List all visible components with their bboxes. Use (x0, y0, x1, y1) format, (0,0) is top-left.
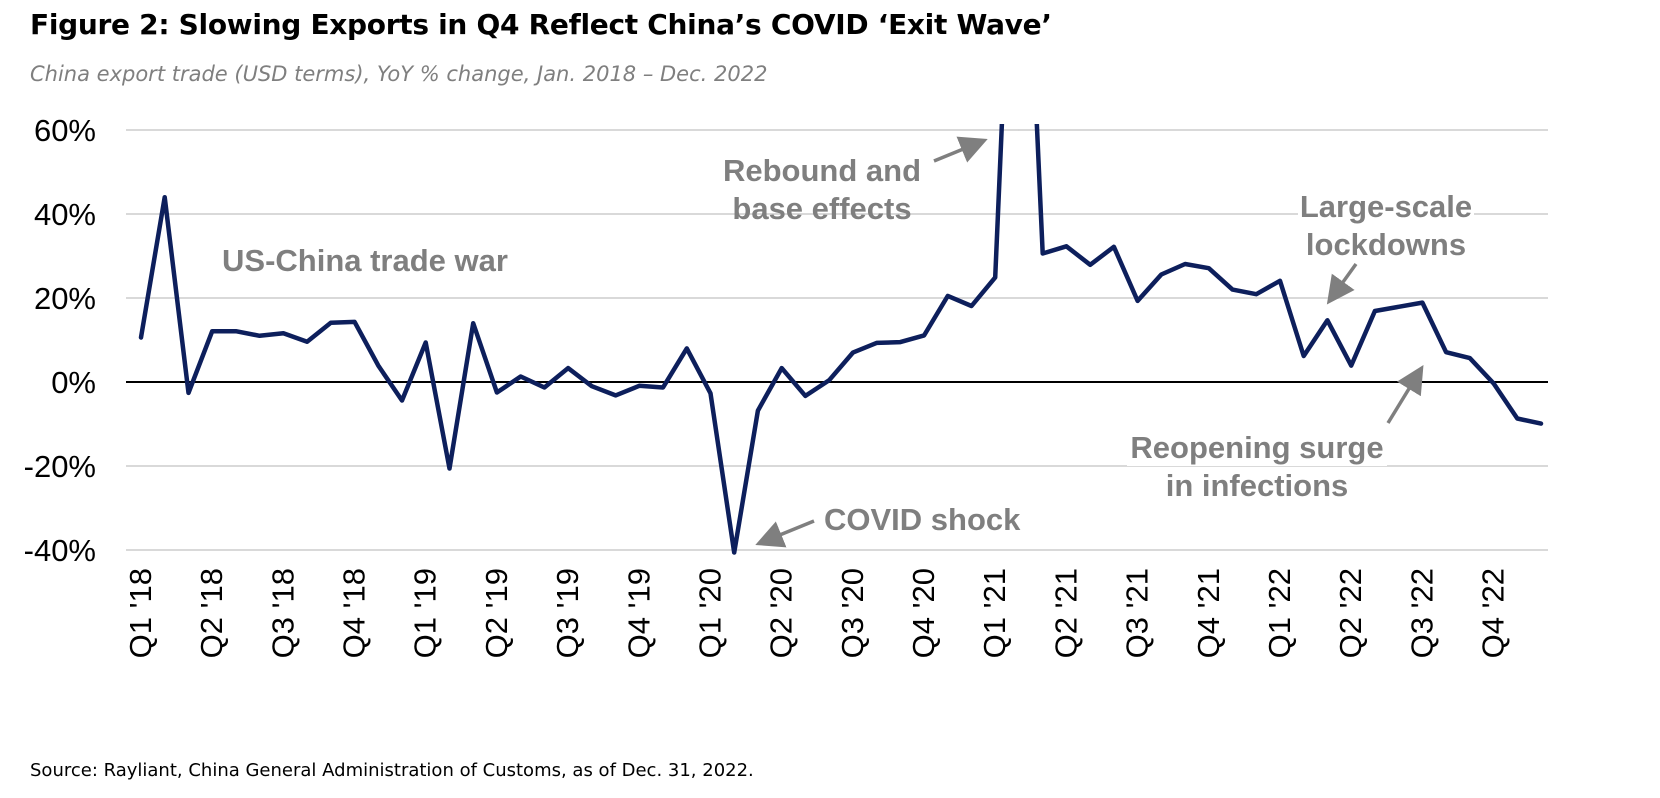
annotation-arrow (933, 136, 988, 163)
x-tick-label: Q3 '21 (1120, 568, 1155, 658)
x-tick-label: Q4 '20 (906, 568, 941, 658)
annotation-bg (820, 502, 1008, 538)
source-note: Source: Rayliant, China General Administ… (30, 760, 754, 781)
annotation-bg (1127, 468, 1387, 504)
annotation-label: lockdowns (1306, 227, 1466, 262)
x-tick-label: Q2 '22 (1333, 568, 1368, 658)
x-tick-label: Q1 '18 (123, 568, 158, 658)
annotation-arrow (1326, 262, 1358, 305)
x-tick-label: Q4 '21 (1191, 568, 1226, 658)
x-tick-label: Q1 '22 (1262, 568, 1297, 658)
x-tick-label: Q2 '21 (1048, 568, 1083, 658)
x-tick-label: Q2 '18 (194, 568, 229, 658)
x-tick-label: Q3 '19 (550, 568, 585, 658)
annotation-arrow (755, 519, 815, 548)
annotation-label: US-China trade war (222, 243, 508, 278)
x-tick-label: Q1 '20 (692, 568, 727, 658)
series-group (138, 124, 1544, 555)
gridlines (126, 129, 1548, 551)
y-tick-label: -40% (24, 533, 96, 568)
x-tick-label: Q4 '18 (337, 568, 372, 658)
annotation-arrow (1386, 365, 1424, 424)
x-tick-label: Q3 '20 (835, 568, 870, 658)
series-line (138, 124, 1544, 555)
annotation-label: Reopening surge (1130, 430, 1383, 465)
x-tick-label: Q2 '20 (764, 568, 799, 658)
annotation-bg (1298, 227, 1474, 263)
y-tick-label: 0% (51, 365, 96, 400)
y-axis-ticks: -40% -20% 0% 20% 40% 60% (24, 113, 96, 568)
annotation-label: in infections (1166, 468, 1349, 503)
annotation-arrows (755, 136, 1424, 548)
annotation-label: COVID shock (824, 502, 1021, 537)
y-tick-label: 40% (34, 197, 96, 232)
x-tick-label: Q3 '18 (265, 568, 300, 658)
x-tick-label: Q1 '19 (408, 568, 443, 658)
annotation-label: Rebound and (723, 153, 921, 188)
x-tick-label: Q3 '22 (1404, 568, 1439, 658)
chart-title: Figure 2: Slowing Exports in Q4 Reflect … (30, 8, 1052, 41)
chart-subtitle: China export trade (USD terms), YoY % ch… (30, 62, 768, 86)
x-axis-ticks: Q1 '18 Q2 '18 Q3 '18 Q4 '18 Q1 '19 Q2 '19 Q3 '… (123, 568, 1511, 658)
annotation-label: Large-scale (1300, 189, 1472, 224)
x-tick-label: Q4 '19 (621, 568, 656, 658)
y-tick-label: 20% (34, 281, 96, 316)
annotation-label: base effects (732, 191, 911, 226)
annotation-bg (1127, 430, 1387, 466)
x-tick-label: Q2 '19 (479, 568, 514, 658)
x-tick-label: Q4 '22 (1476, 568, 1511, 658)
x-tick-label: Q1 '21 (977, 568, 1012, 658)
y-tick-label: 60% (34, 113, 96, 148)
annotation-bg (1298, 189, 1474, 225)
y-tick-label: -20% (24, 449, 96, 484)
